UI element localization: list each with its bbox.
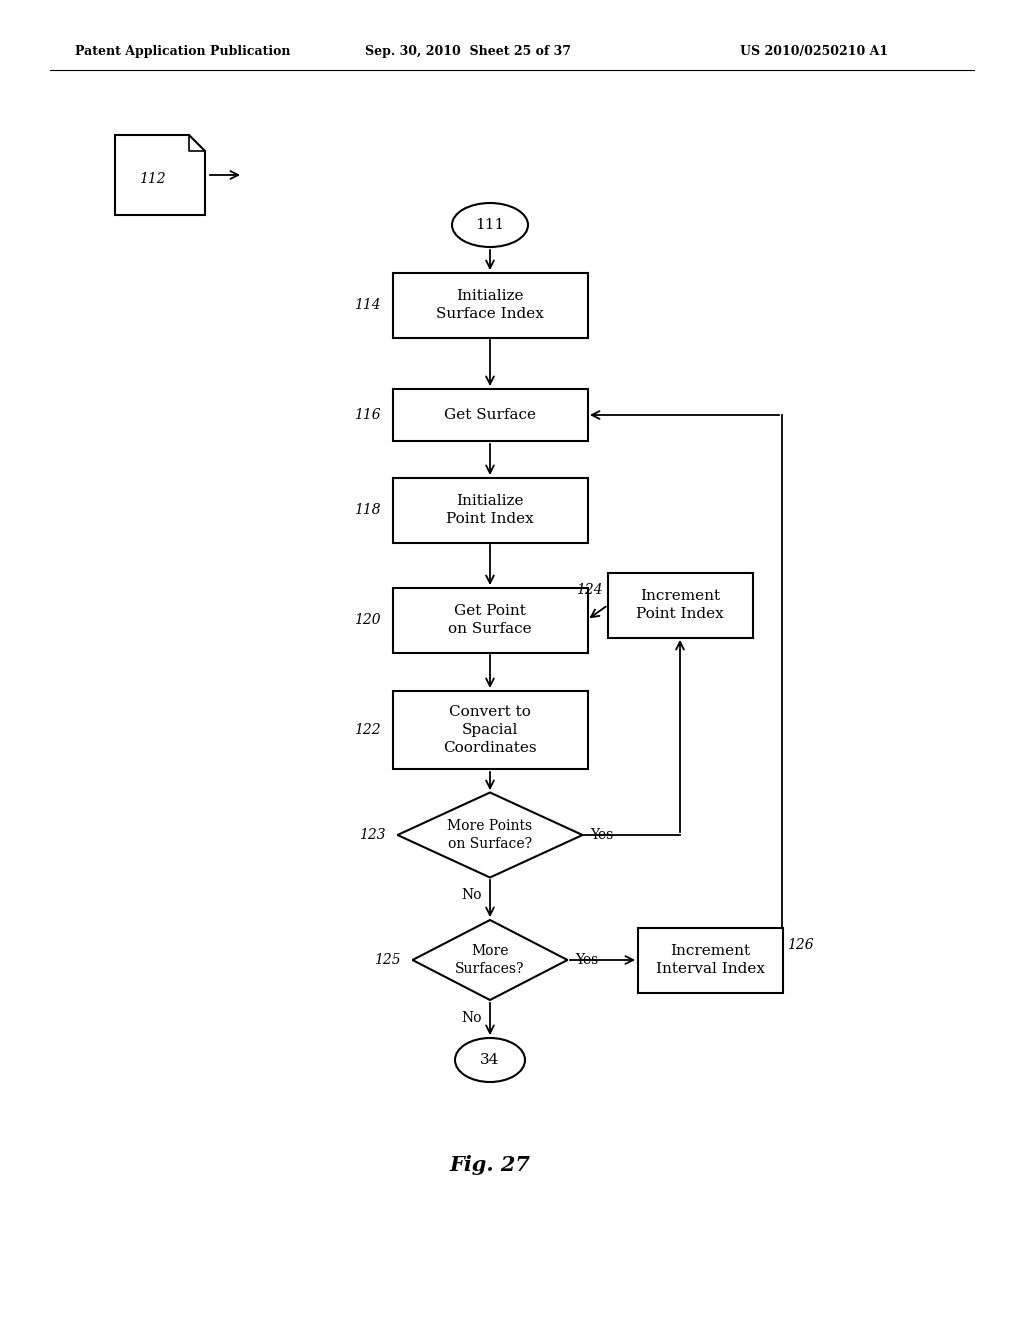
FancyBboxPatch shape [392, 690, 588, 770]
Text: 126: 126 [787, 939, 814, 952]
Text: Fig. 27: Fig. 27 [450, 1155, 530, 1175]
Text: More
Surfaces?: More Surfaces? [456, 944, 524, 977]
Text: 125: 125 [374, 953, 400, 968]
Text: 116: 116 [354, 408, 381, 422]
Text: No: No [462, 888, 482, 902]
Text: Patent Application Publication: Patent Application Publication [75, 45, 291, 58]
FancyBboxPatch shape [392, 272, 588, 338]
Polygon shape [397, 792, 583, 878]
Text: 120: 120 [354, 612, 381, 627]
Text: Get Point
on Surface: Get Point on Surface [449, 603, 531, 636]
FancyBboxPatch shape [638, 928, 782, 993]
Polygon shape [413, 920, 567, 1001]
Text: 34: 34 [480, 1053, 500, 1067]
Text: Initialize
Point Index: Initialize Point Index [446, 494, 534, 527]
Text: Increment
Interval Index: Increment Interval Index [655, 944, 765, 977]
Polygon shape [115, 135, 205, 215]
Text: Get Surface: Get Surface [444, 408, 536, 422]
Text: Convert to
Spacial
Coordinates: Convert to Spacial Coordinates [443, 705, 537, 755]
Text: 123: 123 [358, 828, 385, 842]
Text: US 2010/0250210 A1: US 2010/0250210 A1 [740, 45, 888, 58]
Text: 111: 111 [475, 218, 505, 232]
Text: No: No [462, 1011, 482, 1026]
Ellipse shape [455, 1038, 525, 1082]
FancyBboxPatch shape [392, 478, 588, 543]
Text: 124: 124 [575, 583, 602, 597]
Text: 122: 122 [354, 723, 381, 737]
Text: Initialize
Surface Index: Initialize Surface Index [436, 289, 544, 321]
Text: 112: 112 [139, 172, 166, 186]
Text: More Points
on Surface?: More Points on Surface? [447, 818, 532, 851]
Text: Sep. 30, 2010  Sheet 25 of 37: Sep. 30, 2010 Sheet 25 of 37 [365, 45, 571, 58]
FancyBboxPatch shape [607, 573, 753, 638]
FancyBboxPatch shape [392, 587, 588, 652]
Text: Yes: Yes [590, 828, 613, 842]
Ellipse shape [452, 203, 528, 247]
Text: Yes: Yes [575, 953, 598, 968]
FancyBboxPatch shape [392, 389, 588, 441]
Text: Increment
Point Index: Increment Point Index [636, 589, 724, 622]
Text: 118: 118 [354, 503, 381, 517]
Text: 114: 114 [354, 298, 381, 312]
